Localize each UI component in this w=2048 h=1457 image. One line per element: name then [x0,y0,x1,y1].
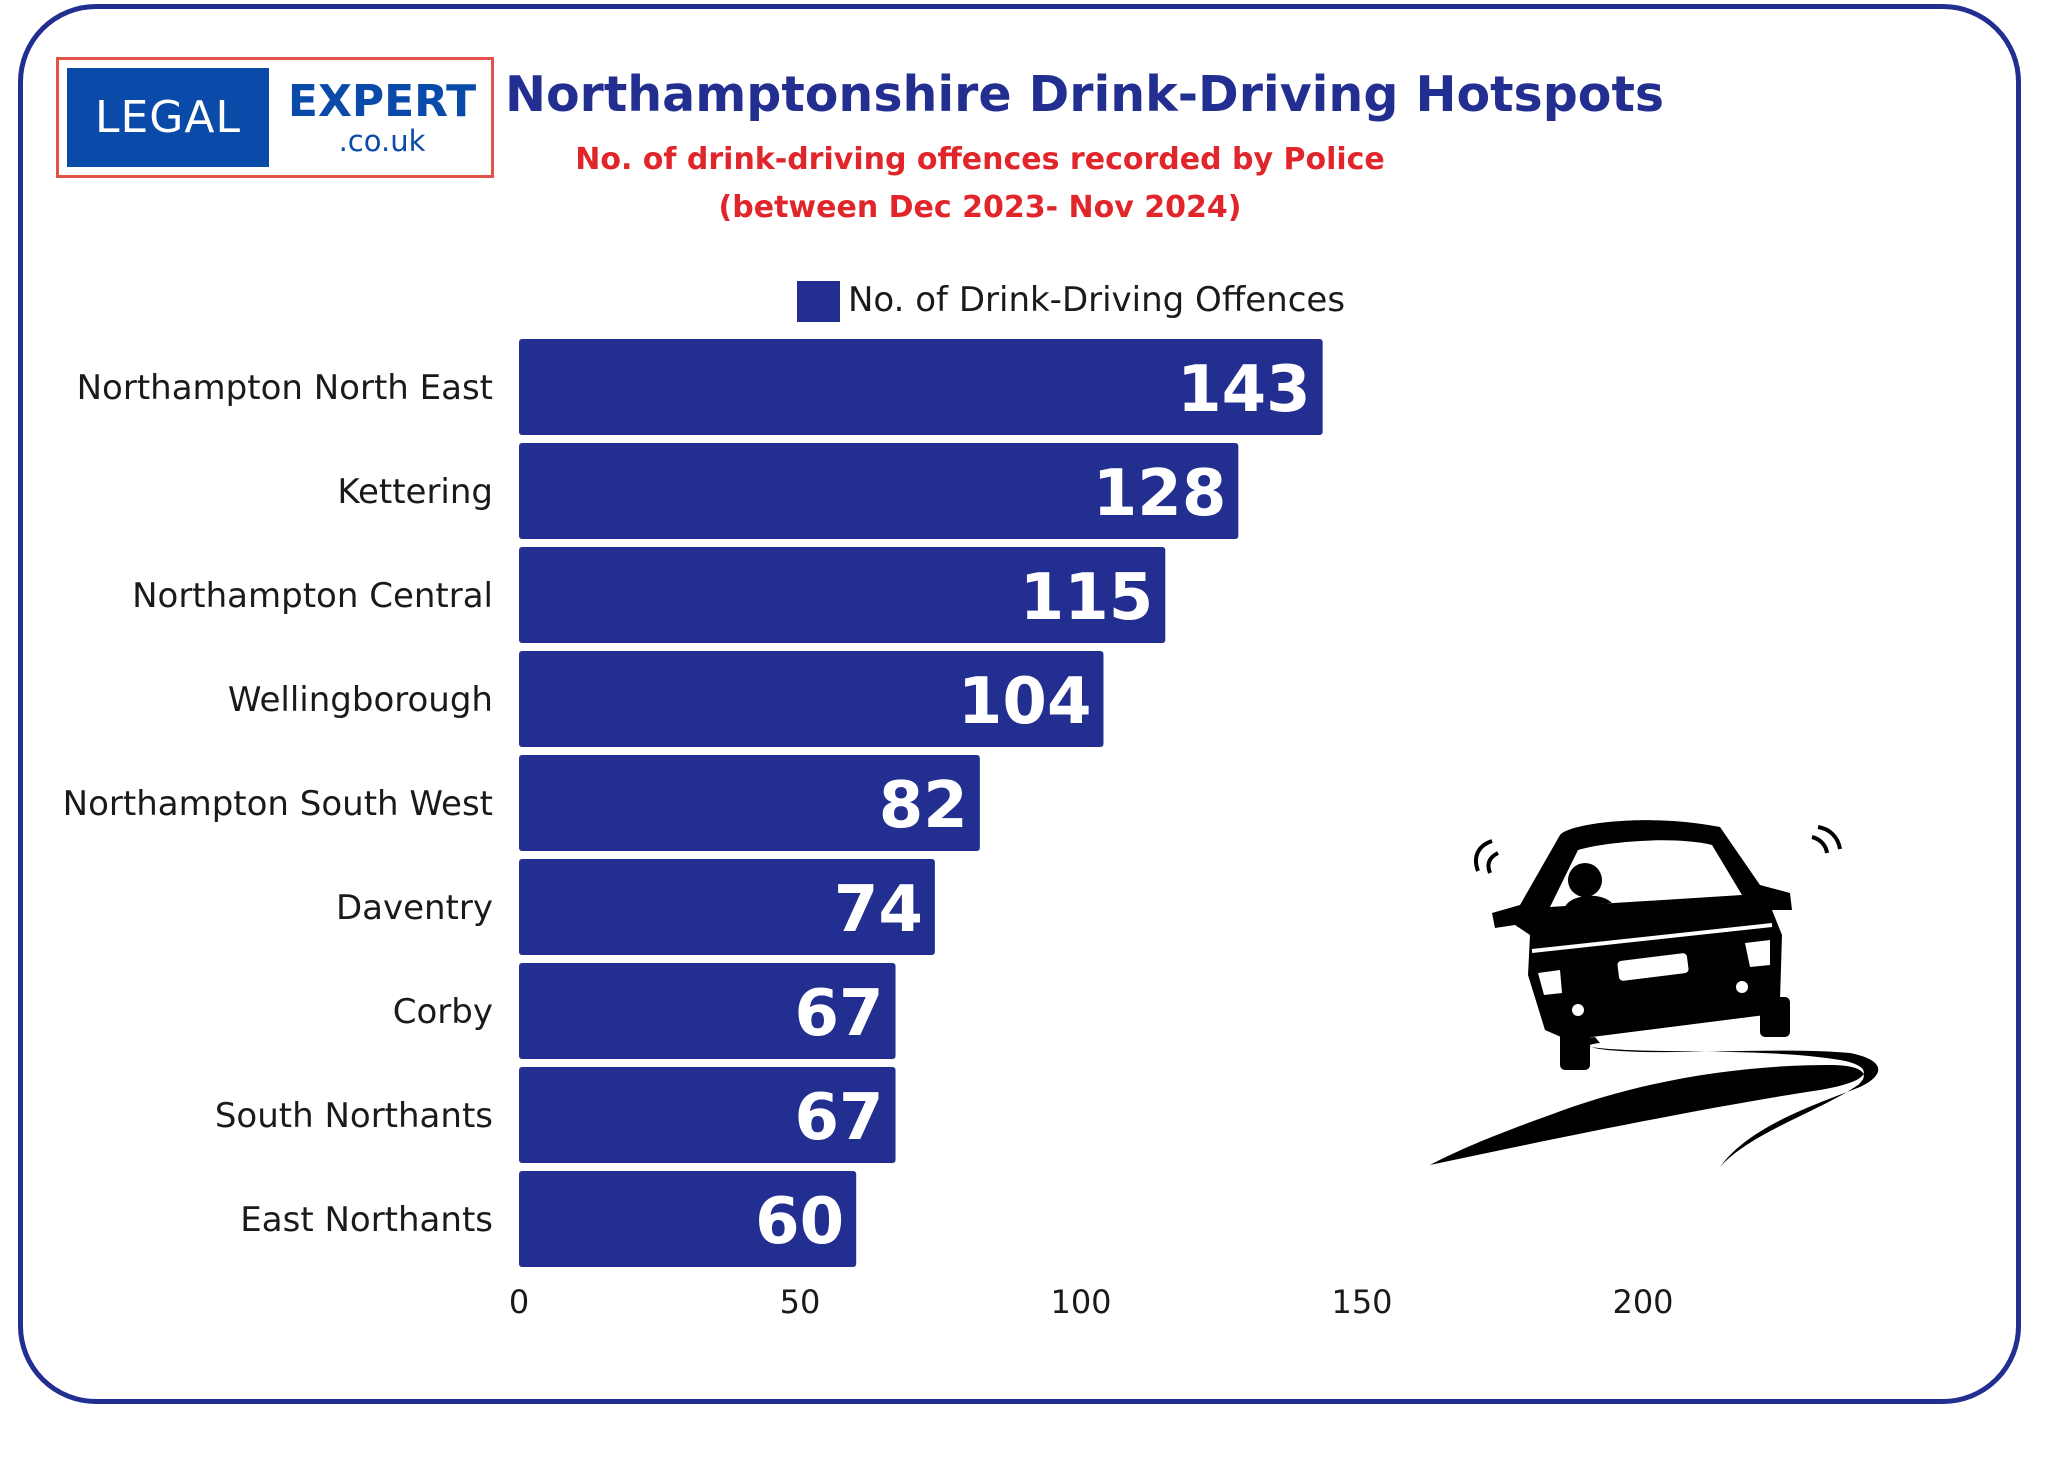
value-labels: 143 128 115 104 82 74 67 67 60 [755,353,1311,1259]
category-label: Northampton South West [63,784,493,824]
bar [519,443,1239,539]
data-label: 104 [958,665,1092,739]
swerving-car-icon [1430,820,1879,1167]
category-label: Northampton Central [132,576,493,616]
chart-legend: No. of Drink-Driving Offences [797,280,1345,322]
x-axis-ticks: 0 50 100 150 200 [509,1283,1674,1321]
x-tick-label: 50 [780,1283,821,1321]
legend-swatch [797,281,840,322]
data-label: 82 [879,769,968,843]
bar [519,1067,896,1163]
bar [519,339,1323,435]
data-label: 74 [834,873,923,947]
x-tick-label: 100 [1050,1283,1111,1321]
category-label: East Northants [240,1200,493,1240]
category-label: Northampton North East [77,368,493,408]
bar [519,547,1166,643]
data-label: 60 [755,1185,844,1259]
category-label: Kettering [337,472,493,512]
logo-legal-text: LEGAL [67,68,269,167]
data-label: 67 [794,977,883,1051]
legend-label: No. of Drink-Driving Offences [848,280,1345,320]
category-labels: Northampton North East Kettering Northampt… [63,368,493,1240]
category-label: South Northants [215,1096,493,1136]
data-label: 143 [1177,353,1311,427]
data-label: 128 [1093,457,1227,531]
page-frame [18,4,2021,1404]
bar [519,755,980,851]
bar [519,859,935,955]
bar [519,963,896,1059]
x-tick-label: 150 [1331,1283,1392,1321]
bar [519,651,1104,747]
x-tick-label: 200 [1612,1283,1673,1321]
x-tick-label: 0 [509,1283,529,1321]
chart-title: Northamptonshire Drink-Driving Hotspots [505,66,1665,123]
category-label: Corby [393,992,493,1032]
data-label: 115 [1020,561,1154,635]
logo-expert-text: EXPERT [287,76,477,127]
data-label: 67 [794,1081,883,1155]
chart-subtitle-line-1: No. of drink-driving offences recorded b… [575,142,1385,177]
bars-group [519,339,1323,1267]
legal-expert-logo: LEGAL EXPERT .co.uk [56,57,494,178]
category-label: Daventry [336,888,493,928]
category-label: Wellingborough [228,680,493,720]
logo-domain-text: .co.uk [338,124,426,158]
bar [519,1171,857,1267]
chart-subtitle-line-2: (between Dec 2023- Nov 2024) [718,190,1242,225]
